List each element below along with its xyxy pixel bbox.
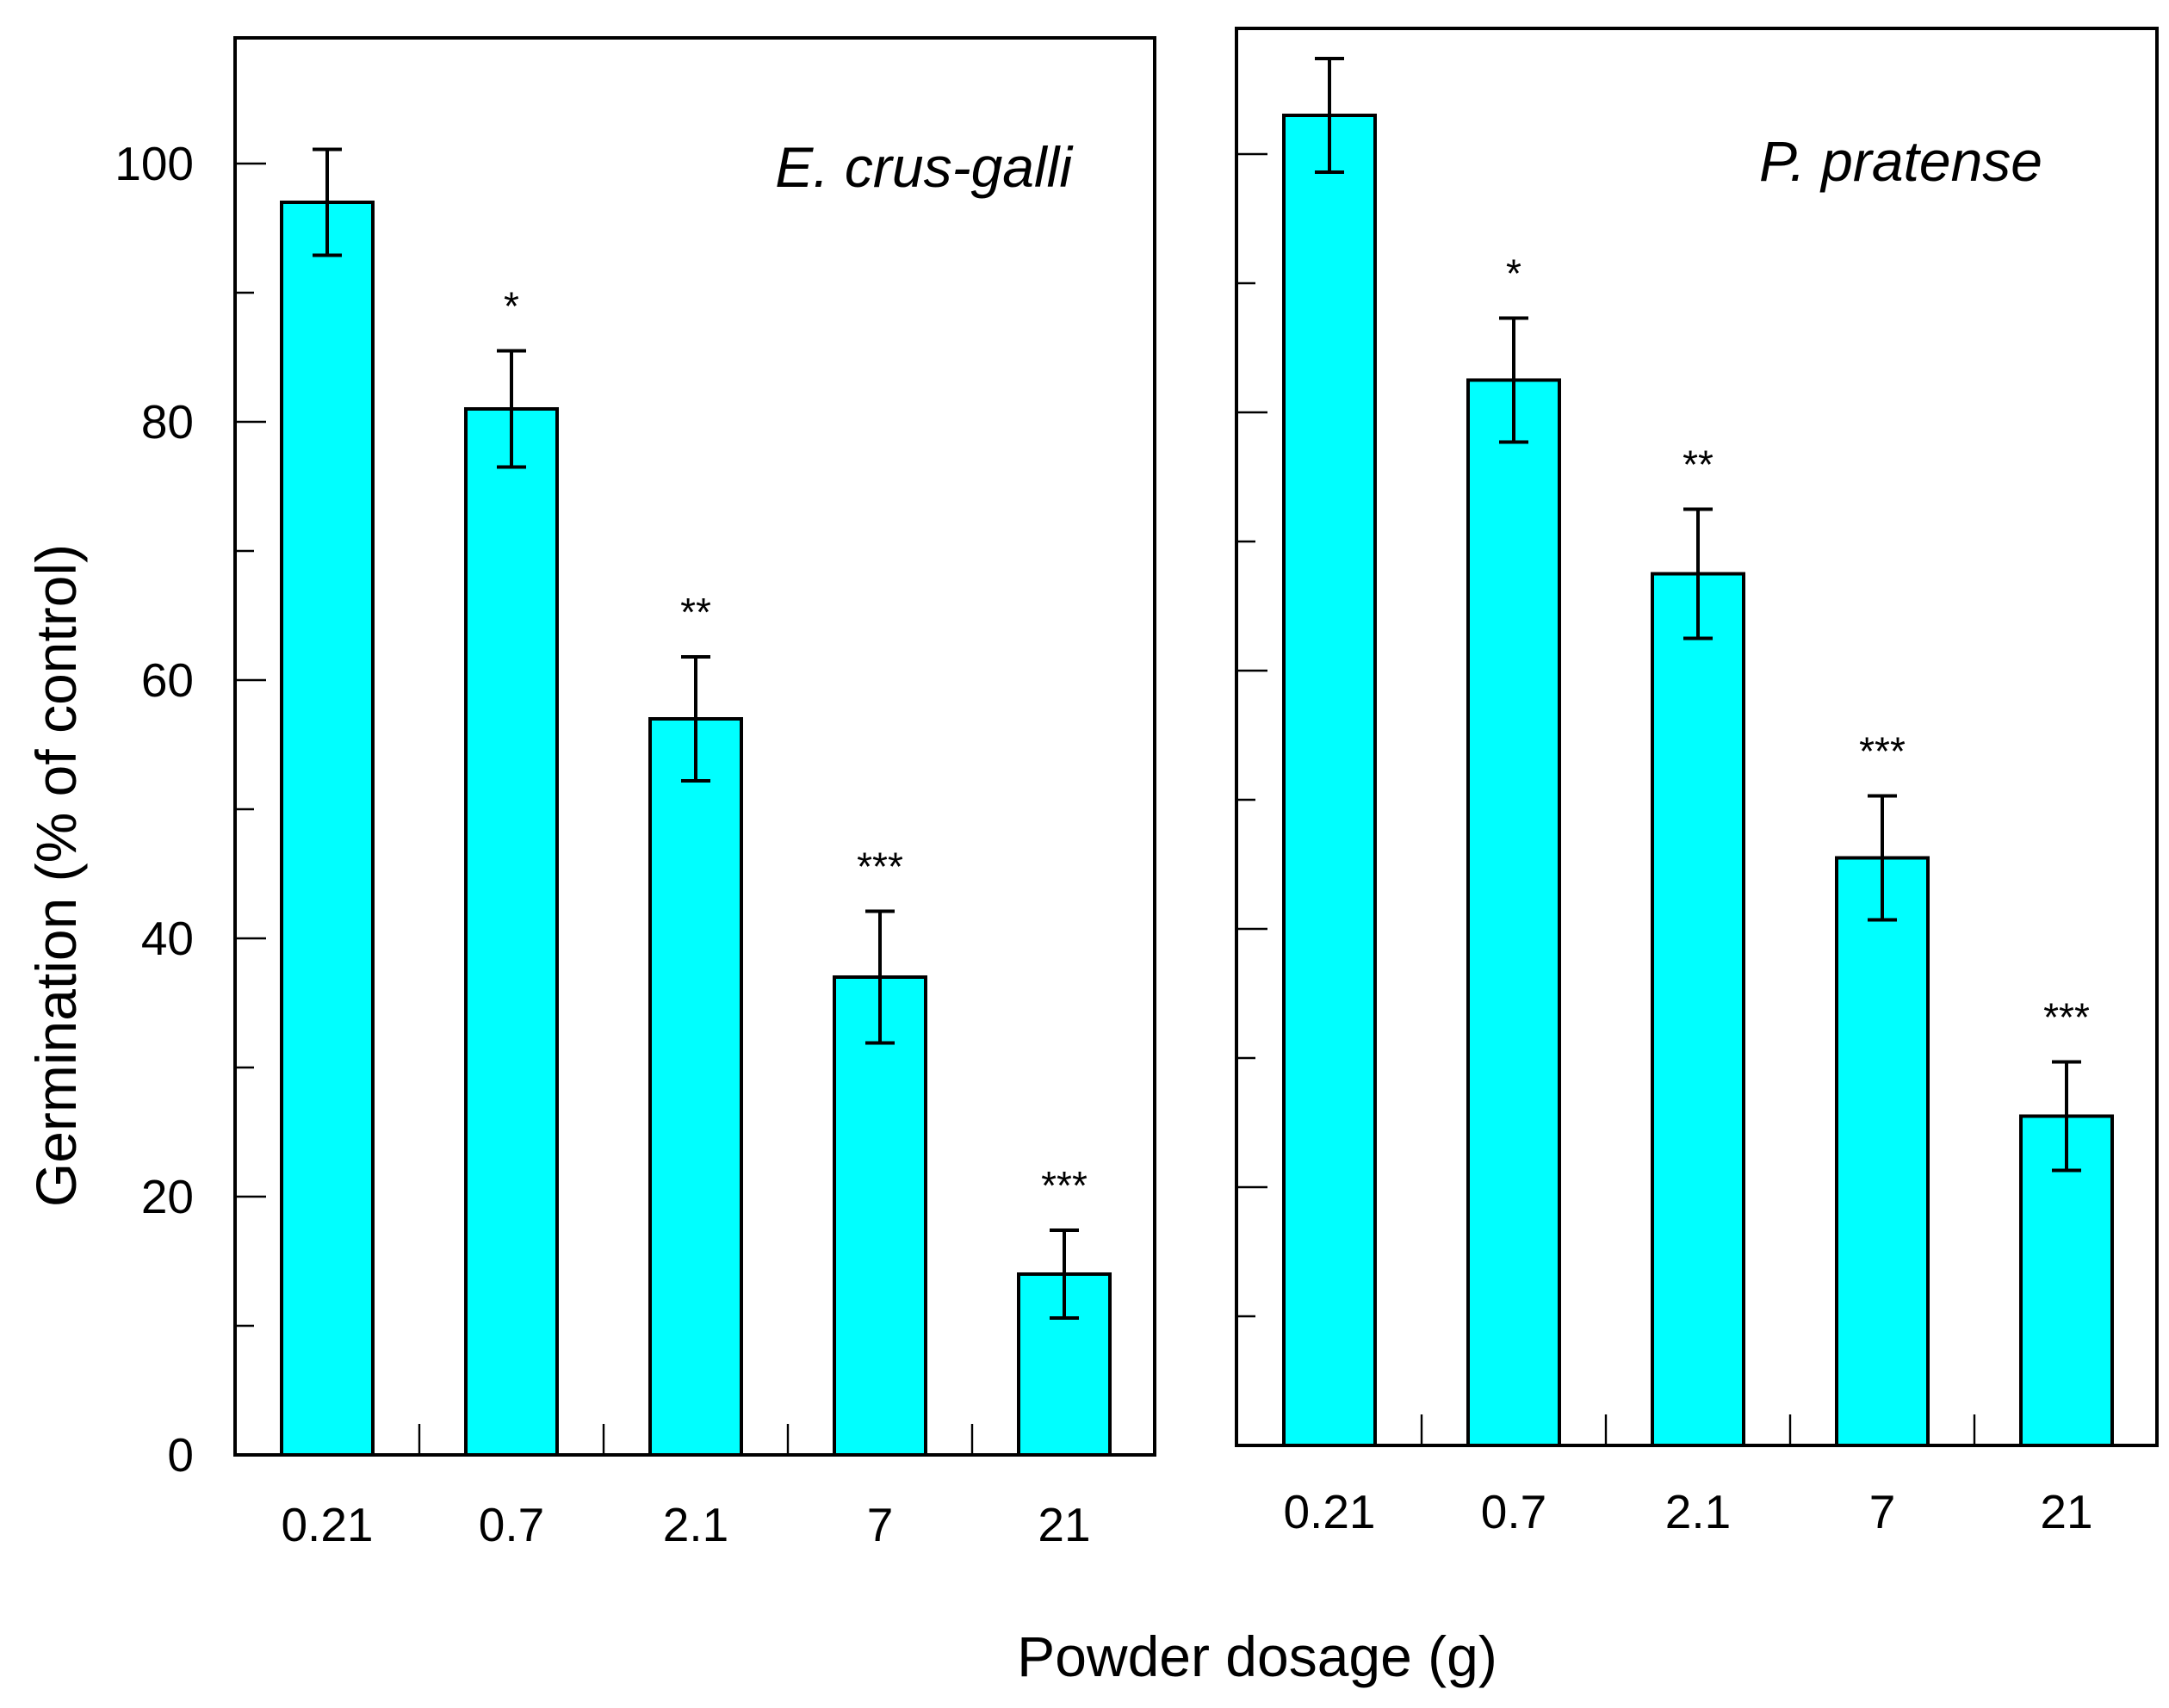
significance-mark-0.7: *	[1506, 251, 1521, 296]
bar-2.1	[1651, 572, 1745, 1447]
y-tick-label: 20	[141, 1170, 194, 1223]
y-tick-label: 100	[115, 137, 194, 190]
x-tick-label-0.7: 0.7	[479, 1498, 544, 1551]
panel-p-pratense: ********* 0.21 0.7 2.1 7 21 P. pratense	[1235, 27, 2159, 1538]
error-bar-0.21	[1315, 57, 1344, 174]
bar-0.21	[1282, 114, 1377, 1447]
error-bar-7	[1868, 794, 1897, 922]
significance-mark-2.1: **	[1683, 442, 1714, 487]
error-bar-0.21	[313, 147, 342, 257]
errorbar-group-right	[1315, 57, 2081, 1173]
bar-0.21	[280, 201, 375, 1457]
x-axis-label: Powder dosage (g)	[1017, 1624, 1497, 1688]
significance-mark-21: ***	[2043, 995, 2090, 1040]
tick-group-left	[235, 162, 974, 1455]
error-bar-0.7	[497, 349, 526, 469]
bar-2.1	[648, 717, 743, 1457]
bar-0.7	[464, 407, 559, 1457]
bar-group-right	[1282, 114, 2114, 1447]
x-tick-label-2.1: 2.1	[1665, 1485, 1731, 1538]
y-tick-label: 60	[141, 653, 194, 707]
bar-7	[1835, 856, 1930, 1447]
error-bar-7	[865, 909, 895, 1045]
significance-mark-0.7: *	[504, 284, 519, 329]
x-tick-label-7: 7	[867, 1498, 894, 1551]
error-bar-2.1	[681, 655, 710, 783]
significance-mark-2.1: **	[680, 590, 711, 634]
x-tick-label-0.21: 0.21	[281, 1498, 373, 1551]
significance-mark-7: ***	[857, 845, 903, 889]
x-tick-label-0.21: 0.21	[1283, 1485, 1375, 1538]
error-bar-21	[1050, 1228, 1079, 1320]
significance-group-left: *********	[504, 284, 1088, 1209]
error-bar-2.1	[1683, 507, 1713, 640]
xtick-labels-left: 0.21 0.7 2.1 7 21	[281, 1498, 1090, 1551]
error-bar-0.7	[1499, 316, 1528, 444]
bar-0.7	[1466, 378, 1561, 1447]
significance-mark-21: ***	[1041, 1163, 1088, 1208]
x-tick-label-2.1: 2.1	[663, 1498, 728, 1551]
y-axis-label: Germination (% of control)	[24, 544, 88, 1207]
x-tick-label-21: 21	[1038, 1498, 1090, 1551]
panel-title-right: P. pratense	[1759, 129, 2042, 193]
significance-group-right: *********	[1506, 251, 2090, 1040]
tick-group-right	[1236, 152, 1976, 1445]
errorbar-group-left	[313, 147, 1079, 1320]
y-tick-label: 40	[141, 912, 194, 965]
x-tick-label-21: 21	[2040, 1485, 2092, 1538]
y-tick-label: 0	[167, 1428, 194, 1482]
bar-group-left	[280, 201, 1112, 1457]
x-tick-label-0.7: 0.7	[1481, 1485, 1546, 1538]
panel-title-left: E. crus-galli	[775, 135, 1074, 199]
x-tick-label-7: 7	[1869, 1485, 1896, 1538]
xtick-labels-right: 0.21 0.7 2.1 7 21	[1283, 1485, 2092, 1538]
bar-7	[833, 975, 927, 1457]
ytick-labels-left: 0 20 40 60 80 100	[115, 137, 194, 1482]
error-bar-21	[2052, 1060, 2081, 1173]
y-tick-label: 80	[141, 395, 194, 449]
significance-mark-7: ***	[1859, 729, 1906, 774]
